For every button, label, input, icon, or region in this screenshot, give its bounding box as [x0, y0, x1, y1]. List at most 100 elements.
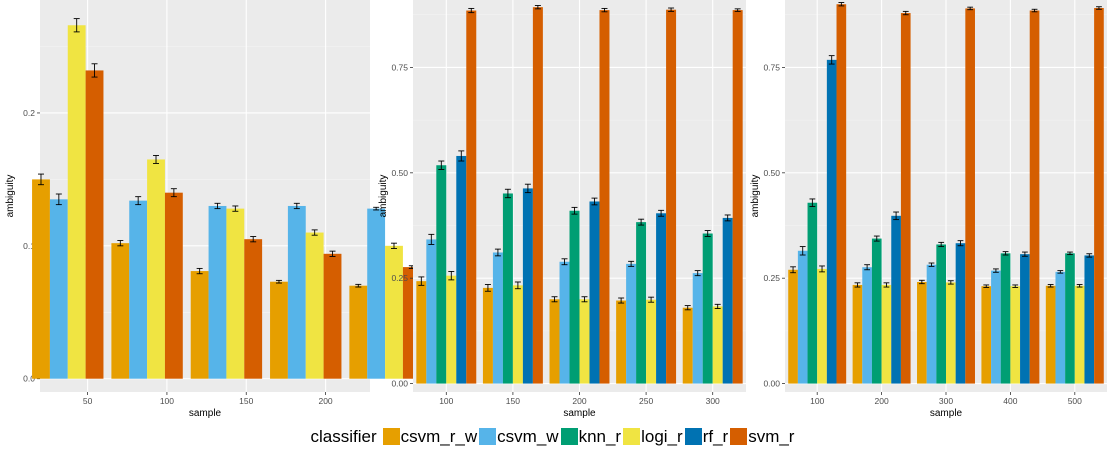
bar-csvm_r_w	[616, 300, 627, 384]
x-tick-label: 150	[506, 396, 520, 406]
y-tick-label: 0.75	[763, 62, 780, 72]
bar-rf_r	[891, 215, 901, 384]
bar-knn_r	[569, 210, 580, 384]
bar-csvm_w	[559, 261, 570, 384]
bar-csvm_w	[1055, 271, 1066, 384]
bar-csvm_r_w	[111, 243, 130, 379]
bar-csvm_w	[692, 273, 703, 384]
legend-title: classifier	[310, 426, 377, 446]
bar-rf_r	[1084, 255, 1095, 384]
bar-csvm_w	[862, 267, 872, 384]
bar-logi_r	[712, 306, 723, 384]
bar-csvm_w	[287, 205, 306, 379]
x-tick-label: 100	[810, 396, 824, 406]
bar-csvm_r_w	[981, 286, 992, 384]
bar-logi_r	[881, 284, 892, 384]
y-tick-label: 0.25	[763, 273, 780, 283]
y-tick-label: 0.50	[391, 168, 408, 178]
x-tick-label: 100	[160, 396, 174, 406]
bar-svm_r	[599, 10, 610, 384]
legend-item-logi_r: logi_r	[623, 427, 683, 447]
x-axis-label: sample	[189, 408, 222, 419]
bar-csvm_r_w	[482, 287, 493, 384]
x-tick-label: 250	[639, 396, 653, 406]
bar-knn_r	[936, 244, 946, 384]
bar-csvm_w	[129, 200, 148, 379]
legend-label-csvm_w: csvm_w	[497, 426, 559, 446]
bar-svm_r	[1029, 10, 1040, 384]
y-axis-label: ambiguity	[5, 175, 16, 218]
y-tick-label: 0.25	[391, 273, 408, 283]
bar-svm_r	[965, 8, 975, 384]
x-tick-label: 300	[706, 396, 720, 406]
chart-panel-3: 0.00 0.25 0.50 0.75 100 200 300 400 500 sample amb…	[750, 0, 1107, 419]
y-tick-label: 0.0	[23, 374, 35, 384]
x-tick-label: 50	[83, 396, 93, 406]
bar-knn_r	[502, 193, 513, 384]
x-tick-label: 150	[239, 396, 253, 406]
bar-csvm_w	[797, 250, 808, 384]
bar-csvm_w	[49, 199, 68, 379]
bar-csvm_r_w	[852, 284, 863, 384]
bar-csvm_r_w	[416, 281, 427, 384]
x-tick-label: 200	[572, 396, 586, 406]
bar-csvm_w	[991, 270, 1001, 384]
x-axis-label: sample	[930, 408, 963, 419]
bar-logi_r	[817, 268, 827, 384]
bar-csvm_w	[208, 205, 227, 379]
legend-key-csvm_r_w	[382, 428, 400, 445]
bar-svm_r	[164, 192, 183, 379]
y-tick-label: 0.50	[763, 168, 780, 178]
bar-csvm_r_w	[1045, 285, 1056, 384]
y-tick-label: 0.00	[391, 379, 408, 389]
y-tick-label: 0.75	[391, 62, 408, 72]
bar-csvm_r_w	[788, 269, 798, 384]
bar-svm_r	[666, 9, 677, 384]
bar-csvm_r_w	[32, 179, 50, 379]
y-tick-label: 0.2	[23, 108, 35, 118]
y-tick-label: 0.00	[763, 379, 780, 389]
bar-csvm_w	[367, 208, 386, 379]
bar-knn_r	[702, 233, 713, 384]
legend-item-svm_r: svm_r	[730, 427, 794, 447]
bar-svm_r	[900, 13, 911, 384]
bar-knn_r	[1000, 253, 1011, 384]
bar-rf_r	[955, 243, 966, 384]
x-tick-label: 200	[318, 396, 332, 406]
legend-label-svm_r: svm_r	[748, 426, 795, 446]
legend-label-csvm_r_w: csvm_r_w	[400, 426, 478, 446]
chart-panels: 0.0 0.1 0.2 50 100 150 200 sample ambiguity 0.00 0…	[5, 0, 1107, 419]
bar-rf_r	[1020, 254, 1030, 384]
legend-label-knn_r: knn_r	[578, 426, 622, 446]
bar-svm_r	[466, 10, 477, 384]
bar-csvm_r_w	[917, 281, 927, 384]
legend-label-logi_r: logi_r	[641, 426, 683, 446]
bar-svm_r	[732, 10, 743, 384]
legend-key-knn_r	[560, 428, 578, 445]
bar-csvm_r_w	[270, 281, 288, 379]
bar-csvm_r_w	[190, 271, 209, 379]
x-tick-label: 400	[1003, 396, 1017, 406]
legend: classifier csvm_r_w csvm_w knn_r logi_r rf_r…	[0, 424, 1107, 449]
bar-logi_r	[646, 299, 657, 384]
bar-rf_r	[456, 155, 467, 384]
bar-logi_r	[446, 275, 457, 384]
bar-csvm_r_w	[682, 307, 693, 384]
bar-csvm_w	[926, 264, 937, 384]
legend-key-rf_r	[684, 428, 702, 445]
bar-csvm_w	[492, 252, 503, 384]
bar-knn_r	[436, 165, 447, 384]
bar-logi_r	[226, 208, 245, 379]
x-tick-label: 500	[1068, 396, 1082, 406]
bar-svm_r	[532, 7, 543, 384]
bar-svm_r	[1094, 8, 1104, 384]
bar-knn_r	[807, 202, 818, 384]
bar-rf_r	[826, 59, 837, 384]
bar-logi_r	[1074, 285, 1085, 384]
bar-logi_r	[512, 285, 523, 384]
bar-csvm_w	[626, 263, 637, 384]
legend-label-rf_r: rf_r	[702, 426, 729, 446]
x-axis-label: sample	[563, 408, 596, 419]
y-tick-label: 0.1	[23, 241, 35, 251]
bar-svm_r	[244, 239, 263, 379]
